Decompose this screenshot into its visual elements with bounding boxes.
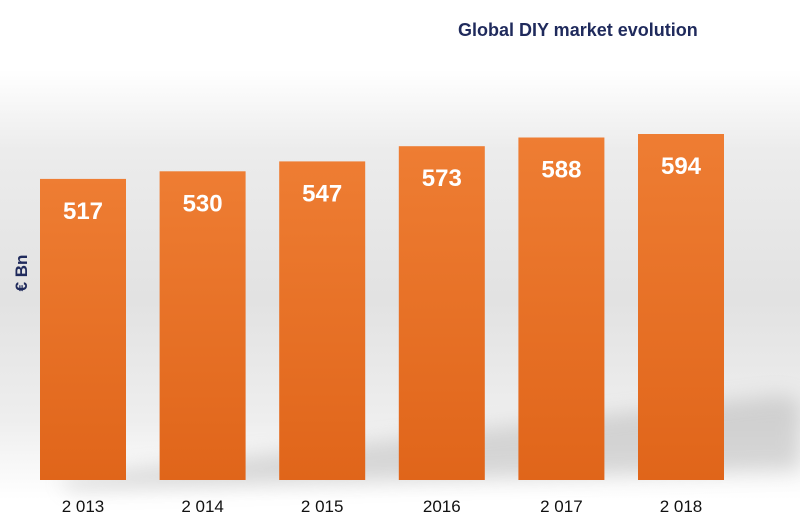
x-tick-label: 2 015: [301, 497, 344, 516]
x-tick-labels: 2 013 2 014 2 015 2016 2 017 2 018: [62, 497, 703, 516]
x-tick-label: 2016: [423, 497, 461, 516]
x-tick-label: 2 018: [660, 497, 703, 516]
bar: [40, 178, 126, 480]
bar: [279, 161, 366, 480]
x-tick-label: 2 017: [540, 497, 583, 516]
bars: [40, 134, 724, 481]
bar-value-label: 547: [302, 180, 342, 207]
bar: [159, 171, 246, 481]
bar: [638, 134, 724, 480]
bar-value-label: 530: [183, 190, 223, 217]
bar: [518, 137, 605, 480]
bar-value-label: 517: [63, 198, 103, 225]
x-tick-label: 2 014: [181, 497, 224, 516]
bar-value-label: 588: [541, 157, 581, 184]
bar-value-label: 594: [661, 153, 702, 180]
bar-value-label: 573: [422, 165, 462, 192]
chart-title: Global DIY market evolution: [458, 20, 698, 40]
x-tick-label: 2 013: [62, 497, 105, 516]
bar-value-labels: 517 530 547 573 588 594: [63, 153, 702, 225]
bar: [398, 146, 485, 480]
